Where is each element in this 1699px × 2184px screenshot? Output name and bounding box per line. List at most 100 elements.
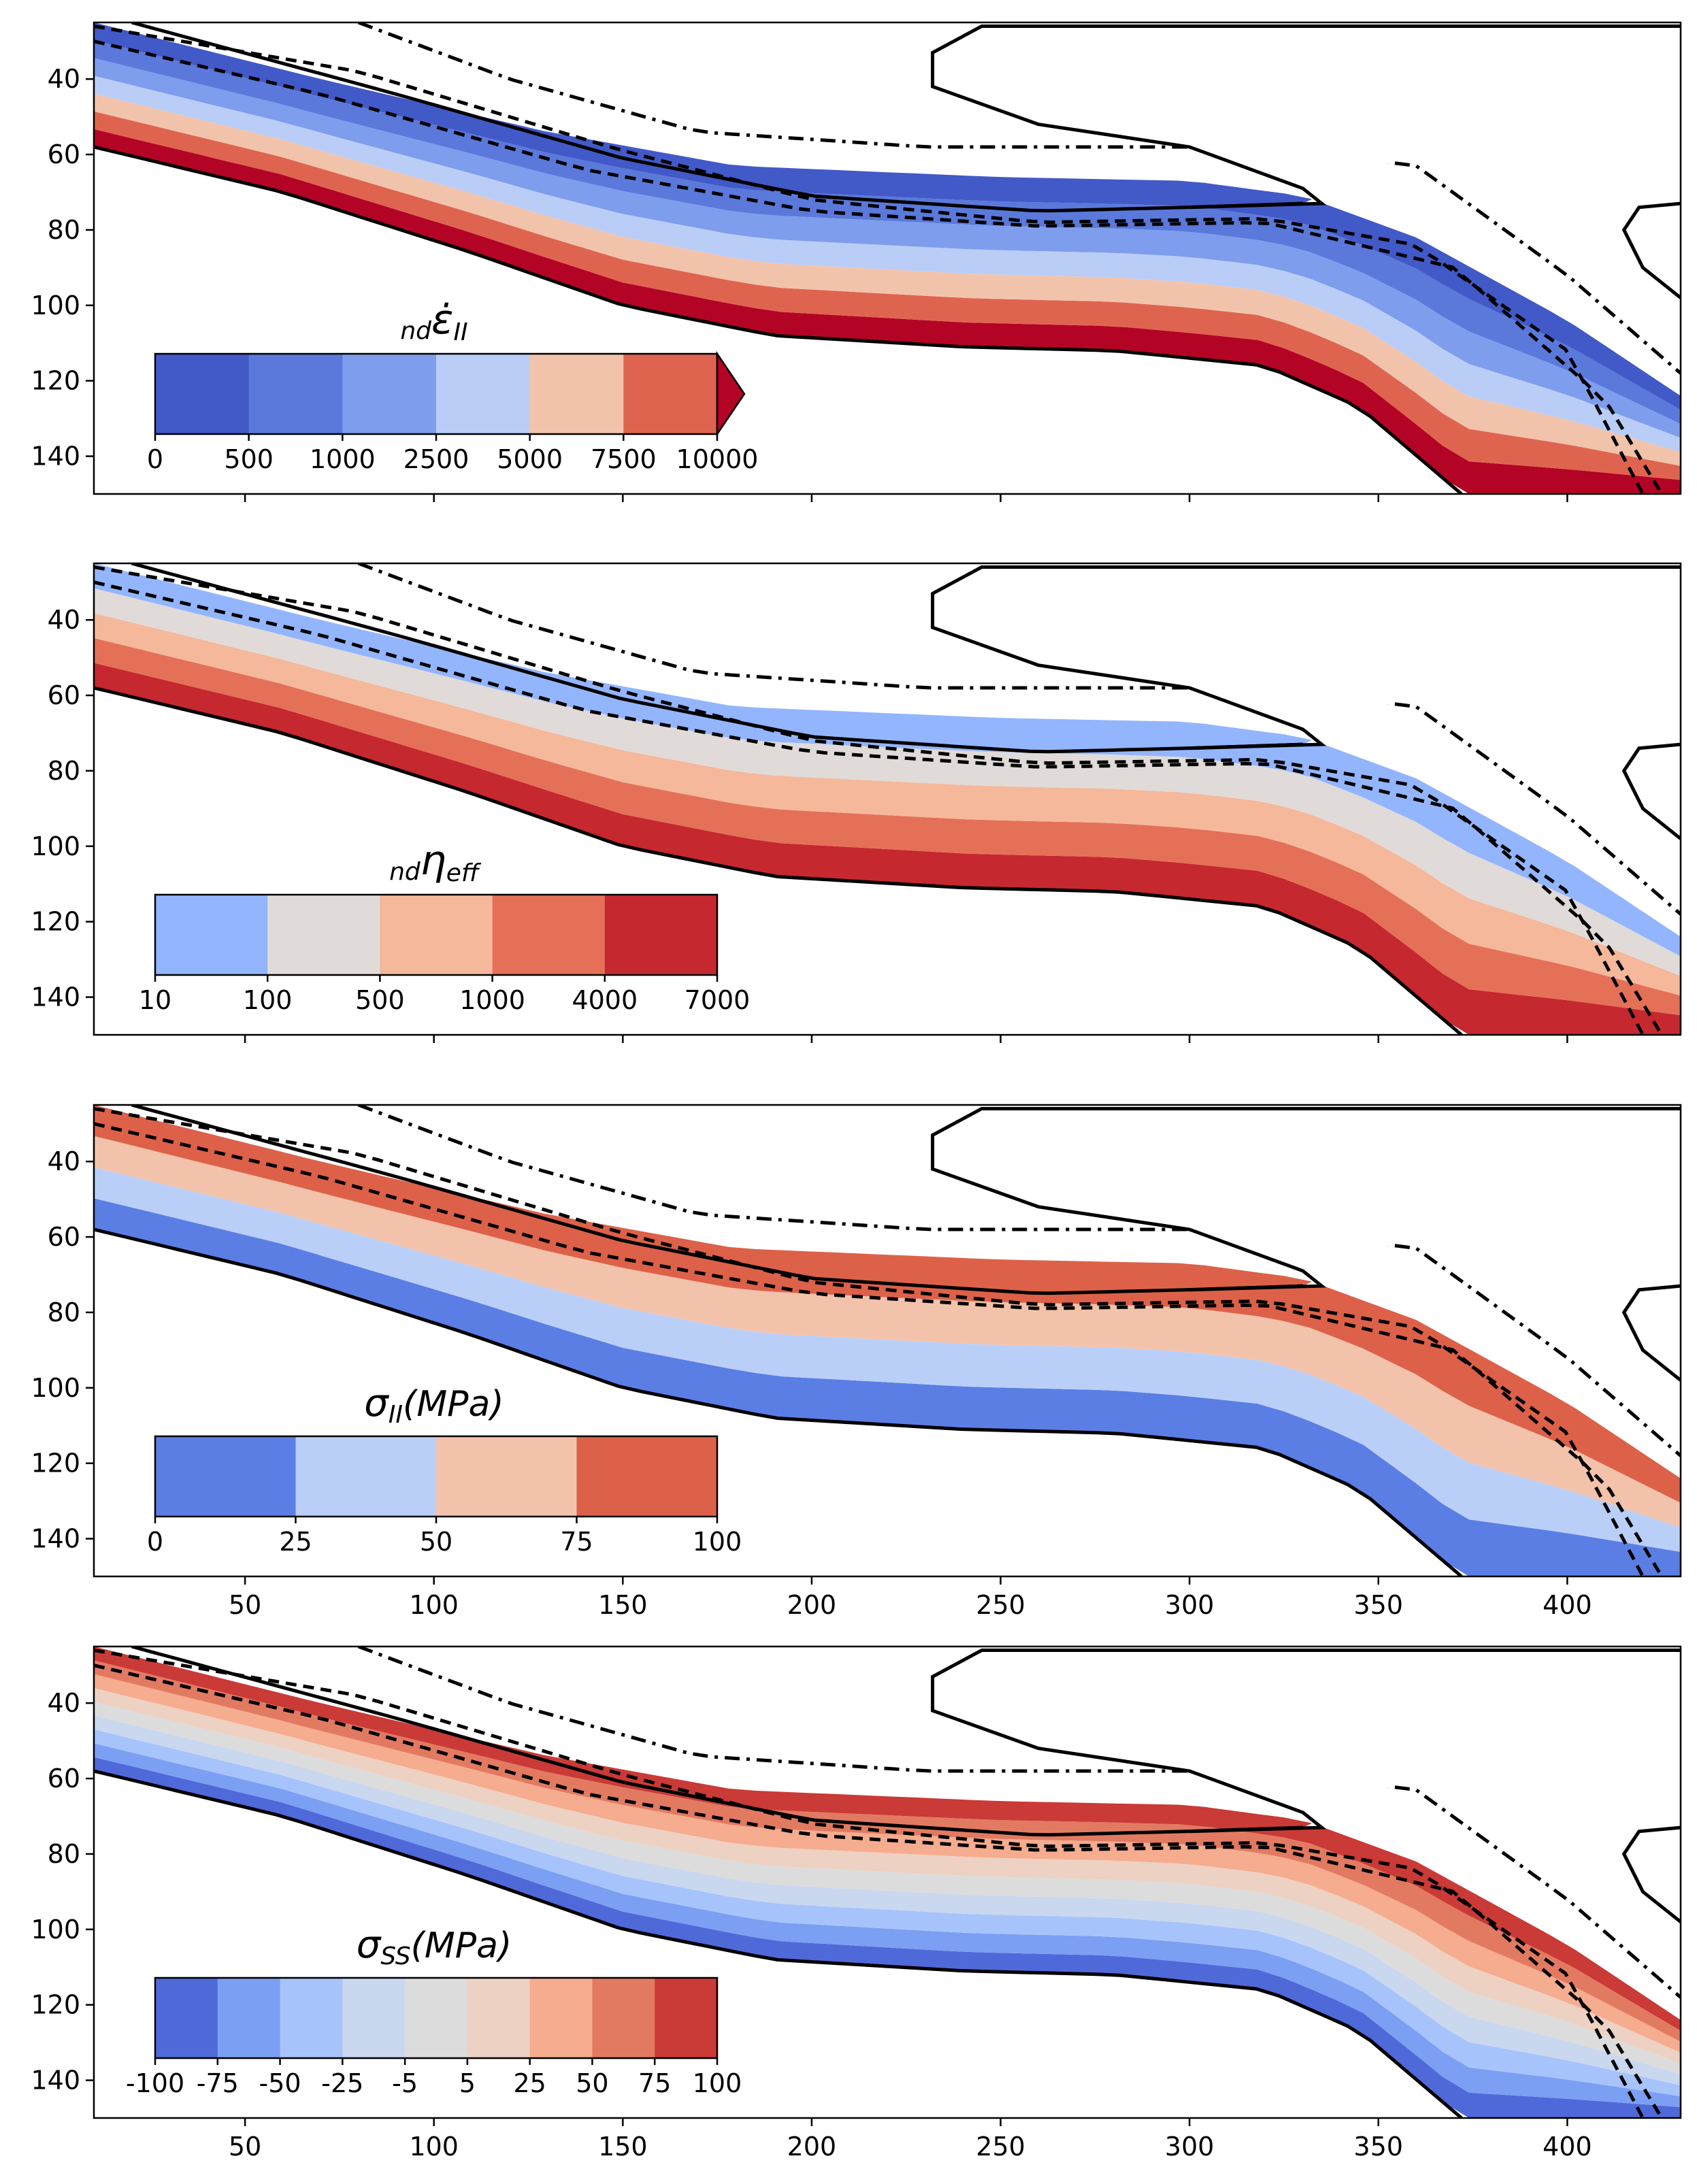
axes-frame bbox=[93, 1645, 1682, 2119]
colorbar-swatch bbox=[604, 895, 718, 975]
dashed-isotherm-line bbox=[94, 24, 1645, 494]
colorbar-swatch bbox=[155, 1978, 218, 2058]
slab-base-line bbox=[94, 1769, 1463, 2118]
colorbar-tick-label: 100 bbox=[243, 985, 293, 1015]
colorbar-tick-label: 10 bbox=[139, 985, 171, 1015]
right-boundary-outline bbox=[1621, 1284, 1681, 1382]
panel-1: 40 60 80 100 120 140 0 500 1000 2500 5000 7500 10000… bbox=[31, 21, 1682, 502]
colorbar-swatch bbox=[155, 354, 250, 434]
dashed-isotherm-line bbox=[94, 580, 1664, 1035]
contour-band bbox=[94, 111, 1681, 480]
colorbar-swatch bbox=[576, 1436, 718, 1517]
colorbar-tick-label: 5 bbox=[459, 2068, 476, 2098]
colorbar-tick-label: -25 bbox=[321, 2068, 363, 2098]
x-tick-label: 400 bbox=[1543, 2132, 1592, 2162]
x-tick-label: 100 bbox=[409, 2132, 459, 2162]
y-tick-label: 140 bbox=[31, 2066, 80, 2096]
colorbar-extend-arrow bbox=[716, 350, 746, 437]
colorbar-tick-label: 4000 bbox=[572, 985, 638, 1015]
y-tick-label: 120 bbox=[31, 907, 80, 937]
y-tick-label: 140 bbox=[31, 1524, 80, 1554]
x-tick-label: 100 bbox=[409, 1590, 459, 1620]
panel-4: 40 60 80 100 120 140 50 100 150 200 250 300 350 400 -1… bbox=[31, 1645, 1682, 2162]
y-tick-label: 40 bbox=[48, 1688, 80, 1718]
colorbar-swatch bbox=[155, 1436, 296, 1517]
dashed-isotherm-line bbox=[94, 565, 1645, 1035]
y-tick-label: 100 bbox=[31, 831, 80, 861]
x-tick-label: 150 bbox=[598, 1590, 648, 1620]
colorbar-tick-label: 7500 bbox=[591, 444, 657, 474]
x-tick-label: 350 bbox=[1354, 1590, 1404, 1620]
contour-band bbox=[94, 1136, 1681, 1527]
y-tick-label: 40 bbox=[48, 64, 80, 94]
dashed-isotherm-line bbox=[94, 1664, 1664, 2118]
colorbar-swatch bbox=[267, 895, 380, 975]
colorbar-tick-label: 100 bbox=[693, 1527, 742, 1557]
dashed-isotherm-line bbox=[94, 39, 1664, 494]
contour-band bbox=[94, 663, 1681, 1035]
y-tick-label: 60 bbox=[48, 1764, 80, 1793]
slab-base-line bbox=[94, 145, 1463, 494]
dash-dot-line bbox=[357, 22, 1681, 375]
x-tick-label: 200 bbox=[787, 1590, 837, 1620]
x-tick-label: 250 bbox=[976, 1590, 1025, 1620]
y-tick-label: 80 bbox=[48, 215, 80, 245]
dashed-isotherm-line bbox=[94, 1649, 1645, 2118]
y-tick-label: 140 bbox=[31, 982, 80, 1012]
axes-frame bbox=[93, 1104, 1682, 1578]
colorbar-tick-label: 500 bbox=[355, 985, 405, 1015]
colorbar-swatch bbox=[592, 1978, 655, 2058]
contour-band bbox=[94, 613, 1681, 996]
slab-base-line bbox=[94, 686, 1463, 1035]
x-tick-label: 150 bbox=[598, 2132, 648, 2162]
colorbar-tick-label: 0 bbox=[147, 444, 163, 474]
colorbar: 10 100 500 1000 4000 7000 ndηeff bbox=[139, 837, 750, 1015]
contour-band bbox=[94, 638, 1681, 1016]
y-tick-label: 100 bbox=[31, 291, 80, 320]
dash-dot-line bbox=[357, 1647, 1681, 1999]
colorbar-tick-label: 50 bbox=[420, 1527, 452, 1557]
y-tick-label: 100 bbox=[31, 1373, 80, 1403]
colorbar-swatch bbox=[529, 1978, 593, 2058]
colorbar-tick-label: 25 bbox=[279, 1527, 312, 1557]
colorbar-tick-label: 1000 bbox=[459, 985, 525, 1015]
contour-band bbox=[94, 1198, 1681, 1576]
colorbar-tick-label: 50 bbox=[576, 2068, 608, 2098]
colorbar-swatch bbox=[295, 1436, 437, 1517]
colorbar-tick-label: 75 bbox=[560, 1527, 593, 1557]
x-tick-label: 400 bbox=[1543, 1590, 1592, 1620]
colorbar-tick-label: 75 bbox=[638, 2068, 671, 2098]
x-tick-label: 250 bbox=[976, 2132, 1025, 2162]
slab-surface-line bbox=[131, 1647, 1303, 1837]
x-tick-label: 300 bbox=[1165, 2132, 1215, 2162]
colorbar-tick-label: -5 bbox=[392, 2068, 418, 2098]
y-tick-label: 60 bbox=[48, 680, 80, 710]
colorbar-tick-label: 1000 bbox=[310, 444, 376, 474]
colorbar-swatch bbox=[342, 354, 437, 434]
contour-band bbox=[94, 1730, 1681, 2096]
colorbar-frame bbox=[154, 1976, 719, 2059]
y-tick-label: 120 bbox=[31, 366, 80, 396]
plot-area bbox=[94, 1105, 1681, 1576]
dashed-isotherm-line bbox=[94, 1122, 1664, 1576]
colorbar: 0 500 1000 2500 5000 7500 10000 ndε̇II bbox=[147, 296, 759, 474]
slab-surface-line bbox=[131, 1105, 1303, 1295]
colorbar-swatch bbox=[467, 1978, 531, 2058]
colorbar-tick-label: 5000 bbox=[497, 444, 563, 474]
colorbar-swatch bbox=[436, 1436, 577, 1517]
colorbar-swatch bbox=[492, 895, 606, 975]
dashed-isotherm-line bbox=[94, 1107, 1645, 1576]
colorbar-swatch bbox=[405, 1978, 468, 2058]
colorbar-swatch bbox=[217, 1978, 281, 2058]
y-tick-label: 60 bbox=[48, 1222, 80, 1252]
slab-surface-line bbox=[131, 22, 1303, 213]
contour-band bbox=[94, 1167, 1681, 1552]
colorbar-tick-label: 100 bbox=[693, 2068, 742, 2098]
plot-area bbox=[94, 1647, 1681, 2118]
slab-surface-line bbox=[131, 563, 1303, 754]
contour-band bbox=[94, 93, 1681, 466]
right-boundary-outline bbox=[1621, 1825, 1681, 1923]
colorbar-swatch bbox=[155, 895, 268, 975]
right-boundary-outline bbox=[1621, 742, 1681, 840]
